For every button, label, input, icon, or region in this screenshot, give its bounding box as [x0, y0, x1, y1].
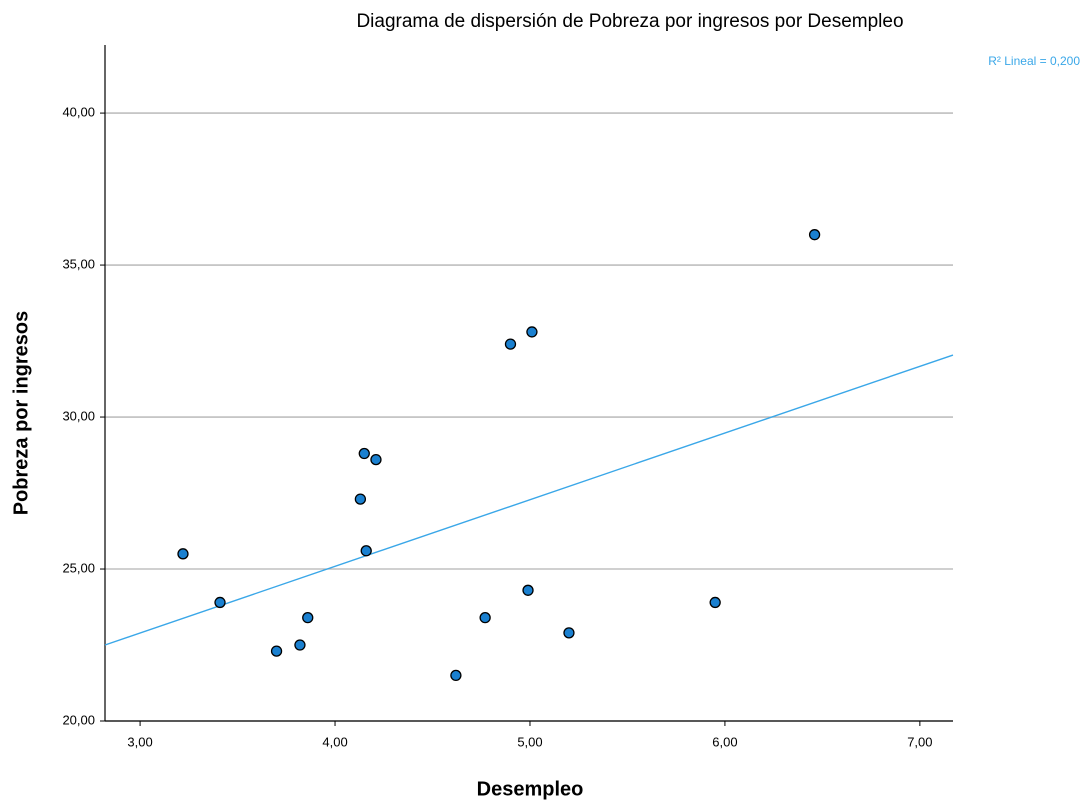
point	[302, 612, 314, 624]
point	[808, 229, 821, 241]
x-tick-label: 5,00	[517, 734, 542, 749]
x-tick-label: 7,00	[907, 734, 932, 749]
point	[370, 453, 382, 466]
x-tick-label: 3,00	[127, 734, 152, 749]
point	[214, 596, 226, 609]
y-tick-label: 25,00	[62, 560, 95, 575]
chart-title: Diagrama de dispersión de Pobreza por in…	[356, 11, 903, 32]
x-tick-label: 4,00	[322, 734, 347, 749]
point	[479, 612, 491, 624]
point	[504, 338, 517, 350]
point	[709, 596, 721, 609]
x-tick-label: 6,00	[712, 734, 737, 749]
fit-line	[104, 354, 954, 646]
point	[360, 545, 372, 557]
point	[354, 493, 367, 505]
fit-label: R² Lineal = 0,200	[988, 54, 1080, 68]
point	[526, 326, 538, 338]
point	[450, 669, 462, 682]
y-tick-label: 20,00	[62, 712, 95, 727]
y-axis-label: Pobreza por ingresos	[10, 311, 32, 516]
y-tick-label: 35,00	[62, 257, 95, 272]
point	[563, 627, 575, 639]
point	[522, 584, 534, 596]
x-axis-label: Desempleo	[477, 778, 584, 800]
y-tick-label: 30,00	[62, 408, 95, 423]
point	[177, 548, 189, 560]
y-tick-label: 40,00	[62, 105, 95, 120]
point	[270, 645, 283, 657]
point	[358, 447, 370, 460]
point	[294, 639, 306, 651]
